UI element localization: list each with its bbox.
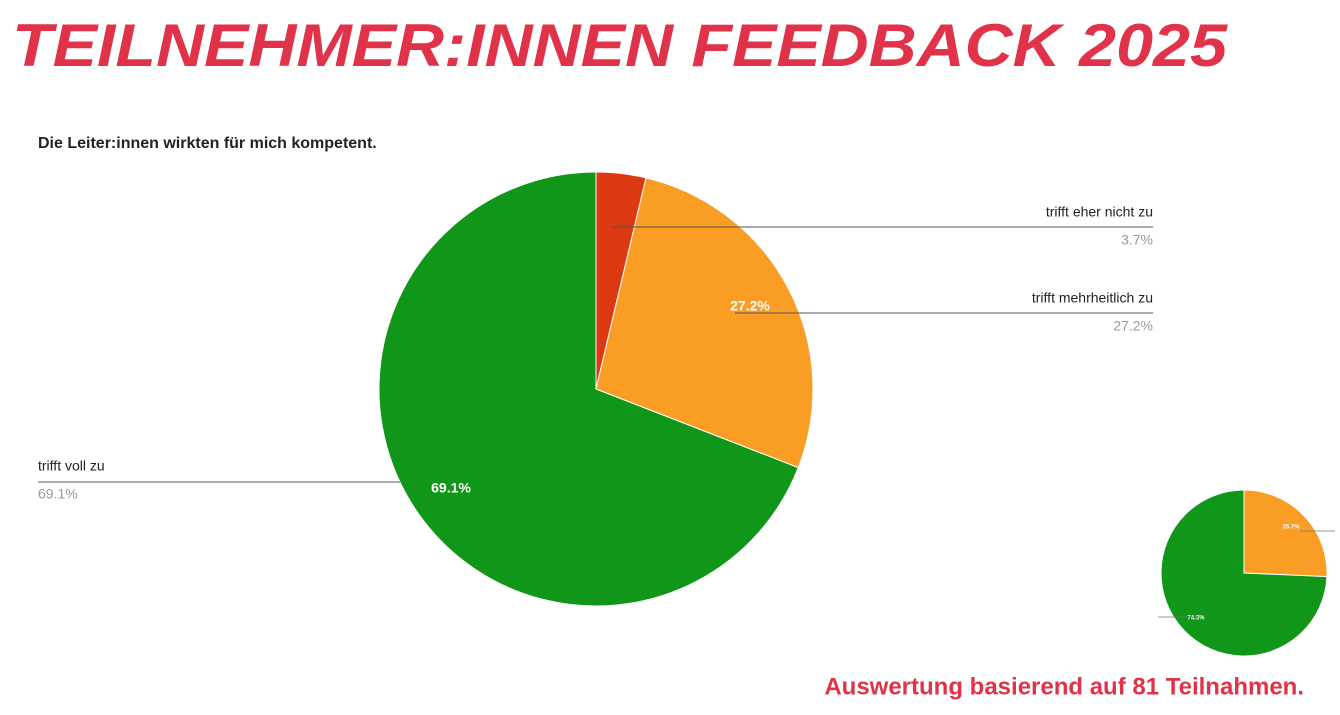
legend-label: trifft mehrheitlich zu (1032, 290, 1153, 306)
pie-slice (1243, 489, 1328, 578)
pie-slice (378, 171, 799, 607)
legend-label: trifft eher nicht zu (1046, 204, 1153, 220)
pie-slice (595, 177, 814, 469)
slice-label: 69.1% (431, 480, 471, 496)
pie-slice (1160, 489, 1328, 657)
slice-label: 74.3% (1187, 616, 1205, 622)
legend-value: 69.1% (38, 486, 78, 502)
slice-label: 27.2% (730, 298, 770, 314)
chart-title: Die Leiter:innen wirkten für mich kompet… (38, 135, 377, 152)
legend-label: trifft voll zu (38, 458, 105, 474)
footnote: Auswertung basierend auf 81 Teilnahmen. (824, 673, 1304, 700)
slice-label: 25.7% (1282, 525, 1300, 531)
legend-value: 27.2% (1113, 318, 1153, 334)
page-title: TEILNEHMER:INNEN FEEDBACK 2025 (12, 12, 1229, 79)
legend-value: 3.7% (1121, 232, 1153, 248)
